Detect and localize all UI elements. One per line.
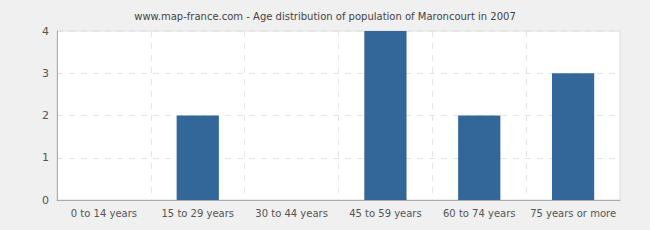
svg-text:45 to 59 years: 45 to 59 years xyxy=(349,208,422,219)
svg-text:60 to 74 years: 60 to 74 years xyxy=(443,208,516,219)
svg-text:www.map-france.com - Age distr: www.map-france.com - Age distribution of… xyxy=(134,11,516,22)
svg-text:3: 3 xyxy=(42,67,49,80)
svg-text:75 years or more: 75 years or more xyxy=(530,208,616,219)
svg-text:0: 0 xyxy=(42,194,49,207)
svg-text:1: 1 xyxy=(42,151,49,164)
svg-text:0 to 14 years: 0 to 14 years xyxy=(71,208,137,219)
svg-text:4: 4 xyxy=(42,25,49,38)
svg-text:30 to 44 years: 30 to 44 years xyxy=(255,208,328,219)
svg-text:2: 2 xyxy=(42,109,49,122)
svg-text:15 to 29 years: 15 to 29 years xyxy=(161,208,234,219)
